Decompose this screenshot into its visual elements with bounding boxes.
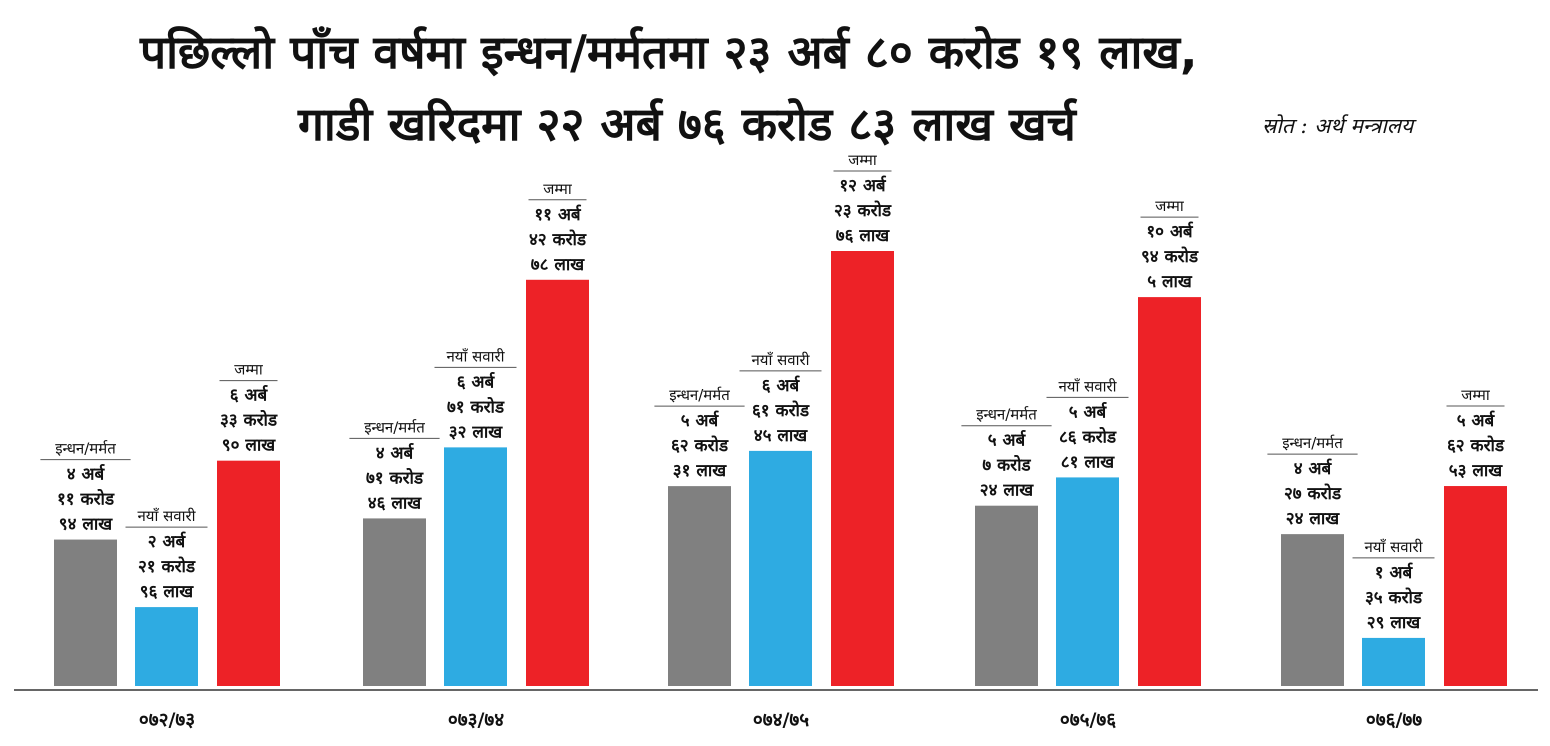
data-label-series-name: नयाँ सवारी — [446, 347, 505, 365]
bar-1-4 — [1362, 637, 1425, 686]
data-label-series-name: जम्मा — [1155, 197, 1185, 215]
data-label-series-name: नयाँ सवारी — [137, 507, 196, 525]
data-label: २१ करोड — [138, 556, 196, 577]
data-label: ४ अर्ब — [376, 442, 415, 463]
chart-title-line1: पछिल्लो पाँच वर्षमा इन्धन/मर्मतमा २३ अर्… — [140, 25, 1198, 79]
data-label: ९४ करोड — [1141, 246, 1199, 267]
data-label: १२ अर्ब — [839, 175, 887, 196]
data-label: ६ अर्ब — [230, 385, 269, 406]
data-label: ८१ लाख — [1061, 452, 1116, 472]
bar-2-2 — [831, 251, 894, 686]
data-label: ५३ लाख — [1449, 461, 1504, 481]
data-label: ४ अर्ब — [1294, 458, 1333, 479]
data-label-series-name: जम्मा — [1461, 386, 1491, 404]
source-note: स्रोत : अर्थ मन्त्रालय — [1262, 114, 1414, 138]
bar-0-0 — [54, 539, 117, 686]
data-label-series-name: नयाँ सवारी — [1058, 377, 1117, 395]
bar-1-2 — [749, 450, 812, 686]
data-label-series-name: जम्मा — [848, 151, 878, 169]
data-label: ५ अर्ब — [988, 430, 1027, 451]
data-label: ७८ लाख — [531, 255, 586, 275]
data-label: ९६ लाख — [140, 582, 195, 602]
data-label: ९४ लाख — [59, 515, 114, 535]
data-label: ७१ करोड — [447, 396, 505, 417]
data-label-series-name: इन्धन/मर्मत — [976, 406, 1037, 424]
data-label: २७ करोड — [1284, 483, 1342, 504]
data-label: १० अर्ब — [1146, 221, 1194, 242]
bar-1-0 — [135, 607, 198, 686]
data-label-series-name: इन्धन/मर्मत — [1282, 434, 1343, 452]
bar-2-0 — [217, 460, 280, 686]
bar-2-3 — [1138, 297, 1201, 686]
data-label: २३ करोड — [834, 200, 892, 221]
data-label: ९० लाख — [222, 436, 277, 456]
data-label-series-name: जम्मा — [234, 361, 264, 379]
data-label: २४ लाख — [1286, 509, 1341, 529]
data-label-series-name: इन्धन/मर्मत — [364, 418, 425, 436]
bar-0-2 — [668, 486, 731, 686]
data-label: ३५ करोड — [1365, 587, 1423, 608]
data-label: ३२ लाख — [449, 422, 504, 442]
data-label: ३१ लाख — [673, 461, 728, 481]
data-label-series-name: जम्मा — [543, 180, 573, 198]
bar-0-3 — [975, 505, 1038, 686]
x-tick-label: ०७२/७३ — [139, 709, 195, 731]
bar-0-4 — [1281, 534, 1344, 686]
data-label: ६ अर्ब — [762, 375, 801, 396]
chart-title-line2: गाडी खरिदमा २२ अर्ब ७६ करोड ८३ लाख खर्च — [298, 97, 1076, 151]
data-label: ११ अर्ब — [534, 204, 582, 225]
bar-0-1 — [363, 518, 426, 686]
data-label: ७१ करोड — [366, 467, 424, 488]
data-label: ७६ लाख — [836, 226, 891, 246]
data-label: ६ अर्ब — [457, 371, 496, 392]
data-label-series-name: इन्धन/मर्मत — [669, 386, 730, 404]
data-label: ४५ लाख — [754, 426, 809, 446]
bar-2-4 — [1444, 486, 1507, 686]
data-label: ८६ करोड — [1059, 426, 1117, 447]
bar-1-1 — [444, 447, 507, 686]
bar-1-3 — [1056, 477, 1119, 686]
data-label-series-name: नयाँ सवारी — [751, 351, 810, 369]
x-tick-label: ०७६/७७ — [1366, 709, 1422, 731]
data-label: १ अर्ब — [1375, 562, 1414, 583]
data-label: २९ लाख — [1367, 613, 1422, 633]
data-label: ४२ करोड — [529, 229, 587, 250]
data-label: ६२ करोड — [1447, 435, 1505, 456]
x-tick-label: ०७५/७६ — [1060, 709, 1116, 731]
x-tick-label: ०७४/७५ — [753, 709, 809, 731]
data-label-series-name: नयाँ सवारी — [1364, 538, 1423, 556]
data-label: ६१ करोड — [752, 400, 810, 421]
data-label: ५ अर्ब — [1069, 401, 1108, 422]
data-label: ४६ लाख — [368, 493, 423, 513]
data-label: २ अर्ब — [148, 531, 187, 552]
data-label: ५ लाख — [1147, 272, 1193, 292]
data-label: ११ करोड — [57, 489, 115, 510]
data-label: ४ अर्ब — [67, 464, 106, 485]
data-label: ६२ करोड — [671, 435, 729, 456]
data-label: २४ लाख — [980, 481, 1035, 501]
data-label: ३३ करोड — [220, 410, 278, 431]
data-label-series-name: इन्धन/मर्मत — [55, 440, 116, 458]
data-label: ५ अर्ब — [681, 410, 720, 431]
bar-2-1 — [526, 279, 589, 686]
data-label: ५ अर्ब — [1457, 410, 1496, 431]
data-label: ७ करोड — [982, 455, 1031, 476]
x-tick-label: ०७३/७४ — [448, 709, 504, 731]
